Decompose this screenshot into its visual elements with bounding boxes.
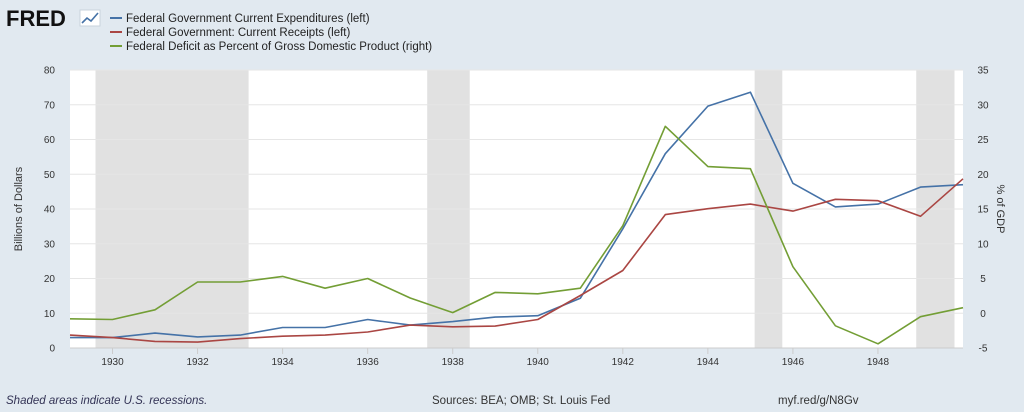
x-tick-label: 1948 <box>867 357 890 368</box>
logo-text: FRED <box>6 6 66 31</box>
y-axis-right: -5 0 5 10 15 20 25 30 35 <box>977 66 989 355</box>
series-line-2 <box>69 125 964 345</box>
y-left-tick-label: 10 <box>44 309 56 320</box>
y-left-tick-label: 50 <box>44 170 56 181</box>
y-axis-left-title: Billions of Dollars <box>13 166 25 251</box>
short-link[interactable]: myf.red/g/N8Gv <box>778 395 859 407</box>
y-left-tick-label: 30 <box>44 239 56 250</box>
series-line-0 <box>70 91 964 339</box>
y-right-tick-label: 35 <box>977 66 989 77</box>
chart-legend: Federal Government Current Expenditures … <box>110 13 432 53</box>
sources-text: Sources: BEA; OMB; St. Louis Fed <box>432 395 611 407</box>
series-lines <box>69 91 964 345</box>
y-left-tick-label: 20 <box>44 274 56 285</box>
y-right-tick-label: 5 <box>980 274 986 285</box>
recession-note: Shaded areas indicate U.S. recessions. <box>6 395 208 407</box>
series-line-1 <box>69 178 964 343</box>
legend-item-2: Federal Deficit as Percent of Gross Dome… <box>110 41 432 53</box>
y-right-tick-label: 30 <box>977 100 989 111</box>
x-tick-label: 1932 <box>186 357 209 368</box>
x-tick-label: 1938 <box>442 357 465 368</box>
x-tick-label: 1934 <box>271 357 294 368</box>
y-left-tick-label: 60 <box>44 135 56 146</box>
y-right-tick-label: 25 <box>977 135 989 146</box>
legend-label: Federal Deficit as Percent of Gross Dome… <box>126 41 432 53</box>
y-axis-right-title: % of GDP <box>994 185 1006 234</box>
y-right-tick-label: -5 <box>979 344 988 355</box>
y-right-tick-label: 10 <box>977 239 989 250</box>
x-tick-label: 1946 <box>782 357 805 368</box>
legend-label: Federal Government: Current Receipts (le… <box>126 27 351 39</box>
x-tick-label: 1942 <box>612 357 635 368</box>
x-tick-label: 1930 <box>101 357 124 368</box>
y-left-tick-label: 0 <box>49 344 55 355</box>
y-right-tick-label: 15 <box>977 205 989 216</box>
x-tick-label: 1944 <box>697 357 720 368</box>
trend-line-icon <box>79 9 101 27</box>
y-left-tick-label: 70 <box>44 100 56 111</box>
x-axis: 1930 1932 1934 1936 1938 1940 1942 1944 1946 1948 <box>70 347 963 368</box>
x-tick-label: 1940 <box>527 357 550 368</box>
y-left-tick-label: 40 <box>44 205 56 216</box>
fred-logo[interactable]: FRED <box>6 6 101 31</box>
y-right-tick-label: 20 <box>977 170 989 181</box>
y-right-tick-label: 0 <box>980 309 986 320</box>
legend-item-1: Federal Government: Current Receipts (le… <box>110 27 351 39</box>
x-tick-label: 1936 <box>357 357 380 368</box>
y-axis-left: 0 10 20 30 40 50 60 70 80 <box>44 66 56 355</box>
legend-label: Federal Government Current Expenditures … <box>126 13 370 25</box>
y-left-tick-label: 80 <box>44 66 56 77</box>
legend-item-0: Federal Government Current Expenditures … <box>110 13 370 25</box>
